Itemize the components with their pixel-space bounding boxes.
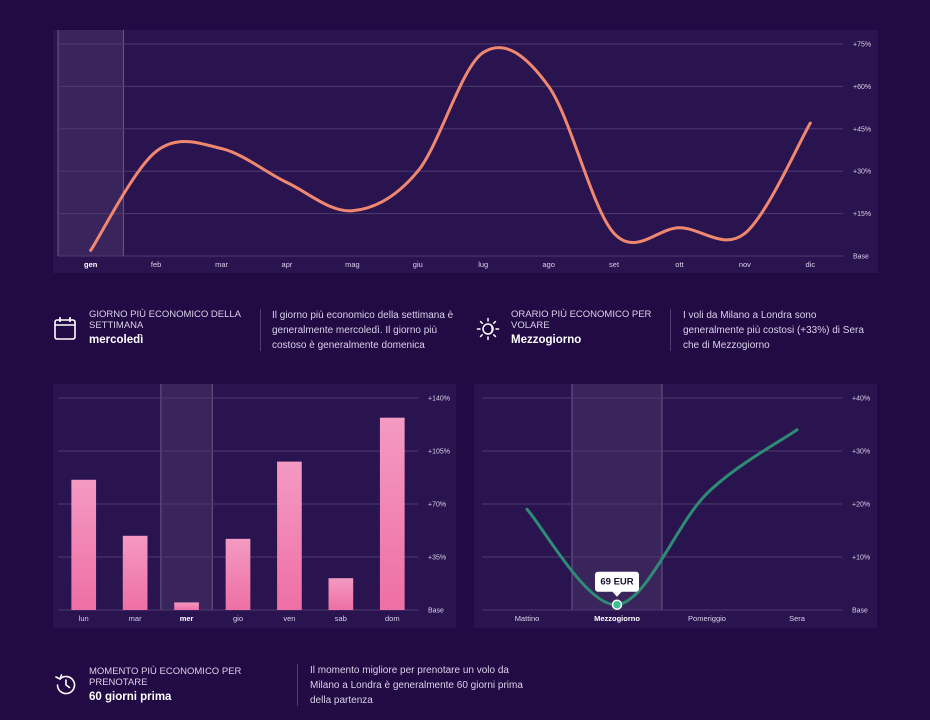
data-point: [285, 181, 289, 184]
y-tick-label: +40%: [852, 396, 870, 403]
x-tick-label: ven: [283, 614, 295, 623]
cheapest-day-info: GIORNO PIÙ ECONOMICO DELLA SETTIMANA mer…: [89, 309, 259, 346]
y-tick-label: +20%: [852, 502, 870, 509]
cheapest-time-description: I voli da Milano a Londra sono generalme…: [683, 310, 864, 351]
cheapest-booking-description: Il momento migliore per prenotare un vol…: [310, 665, 523, 706]
weekday-price-chart: Base +35% +70% +105% +140% lun mar mer gio ven sab…: [53, 384, 456, 628]
y-tick-label: Base: [853, 254, 869, 261]
divider: [260, 309, 261, 351]
price-tooltip-pointer: [612, 591, 622, 597]
x-tick-label: Mattino: [515, 614, 540, 623]
y-tick-label: Base: [852, 608, 868, 615]
data-point: [678, 226, 681, 230]
y-tick-label: Base: [428, 608, 444, 615]
y-tick-label: +60%: [853, 84, 871, 91]
bar: [122, 535, 148, 610]
data-point: [808, 121, 812, 125]
y-tick-label: +30%: [853, 169, 871, 176]
time-of-day-chart-svg: Base +10% +20% +30% +40% Mattino Mezzogiorno Po…: [482, 384, 870, 623]
series-line: [89, 46, 812, 252]
x-tick-label: set: [609, 260, 620, 269]
data-point: [795, 428, 799, 432]
data-point: [220, 147, 223, 150]
x-tick-label: lug: [478, 260, 488, 269]
series-line: [525, 428, 799, 607]
data-point: [481, 51, 485, 54]
data-point: [154, 150, 158, 153]
bar: [379, 417, 405, 610]
calendar-icon: [54, 316, 76, 345]
divider: [297, 664, 298, 706]
data-point: [525, 507, 529, 511]
price-tooltip-label: 69 EUR: [600, 577, 633, 588]
x-tick-label: lun: [79, 614, 89, 623]
monthly-price-chart: Base +15% +30% +45% +60% +75% gen feb mar apr mag g…: [53, 30, 878, 273]
cheapest-booking-label: MOMENTO PIÙ ECONOMICO PER PRENOTARE: [89, 666, 242, 688]
weekday-chart-svg: Base +35% +70% +105% +140% lun mar mer gio ven sab…: [58, 384, 450, 623]
x-tick-label: dic: [805, 260, 815, 269]
bar: [225, 538, 251, 610]
cheapest-day-value: mercoledì: [89, 334, 144, 346]
data-point: [89, 248, 93, 252]
x-tick-label: sab: [335, 614, 347, 623]
y-tick-label: +105%: [428, 449, 450, 456]
bar: [277, 461, 302, 610]
data-point: [743, 231, 747, 235]
y-tick-label: +30%: [852, 449, 870, 456]
data-point: [547, 85, 551, 88]
x-tick-label: gen: [84, 260, 98, 269]
clock-history-icon: [53, 672, 79, 703]
data-point: [416, 169, 420, 173]
y-tick-label: +35%: [428, 555, 446, 562]
x-tick-label: mer: [180, 614, 194, 623]
sun-moon-icon: [476, 317, 500, 346]
x-tick-label: feb: [151, 260, 161, 269]
y-tick-label: +15%: [853, 211, 871, 218]
x-tick-label: ott: [675, 260, 684, 269]
cheapest-day-label: GIORNO PIÙ ECONOMICO DELLA SETTIMANA: [89, 309, 241, 331]
time-of-day-price-chart: Base +10% +20% +30% +40% Mattino Mezzogiorno Po…: [474, 384, 877, 628]
x-tick-label: Sera: [789, 614, 806, 623]
cheapest-time-value: Mezzogiorno: [511, 334, 582, 346]
bar: [174, 602, 199, 610]
data-point: [350, 209, 354, 213]
divider: [670, 309, 671, 351]
x-tick-label: mar: [215, 260, 228, 269]
cheapest-booking-value: 60 giorni prima: [89, 691, 172, 703]
cheapest-booking-info: MOMENTO PIÙ ECONOMICO PER PRENOTARE 60 g…: [89, 666, 294, 703]
y-tick-label: +70%: [428, 502, 446, 509]
x-tick-label: Mezzogiorno: [594, 614, 640, 623]
highlight-band: [58, 30, 124, 256]
y-tick-label: +10%: [852, 555, 870, 562]
price-tooltip: [595, 571, 639, 592]
x-tick-label: gio: [233, 614, 243, 623]
x-tick-label: giu: [413, 260, 423, 269]
y-tick-label: +45%: [853, 126, 871, 133]
cheapest-time-label: ORARIO PIÙ ECONOMICO PER VOLARE: [511, 309, 652, 331]
monthly-chart-svg: Base +15% +30% +45% +60% +75% gen feb mar apr mag g…: [57, 30, 871, 269]
bar: [71, 479, 97, 610]
data-point: [705, 492, 709, 495]
y-tick-label: +140%: [428, 396, 450, 403]
highlight-band: [160, 384, 213, 610]
cheapest-time-info: ORARIO PIÙ ECONOMICO PER VOLARE Mezzogio…: [511, 309, 661, 346]
x-tick-label: mag: [345, 260, 360, 269]
cheapest-day-description: Il giorno più economico della settimana …: [272, 310, 454, 351]
x-tick-label: apr: [282, 260, 293, 269]
x-tick-label: dom: [385, 614, 400, 623]
data-point: [612, 231, 616, 235]
x-tick-label: Pomeriggio: [688, 614, 726, 623]
y-tick-label: +75%: [853, 42, 871, 49]
x-tick-label: mar: [129, 614, 142, 623]
x-tick-label: ago: [542, 260, 555, 269]
x-tick-label: nov: [739, 260, 751, 269]
bar: [328, 578, 354, 610]
price-marker: [611, 599, 623, 610]
